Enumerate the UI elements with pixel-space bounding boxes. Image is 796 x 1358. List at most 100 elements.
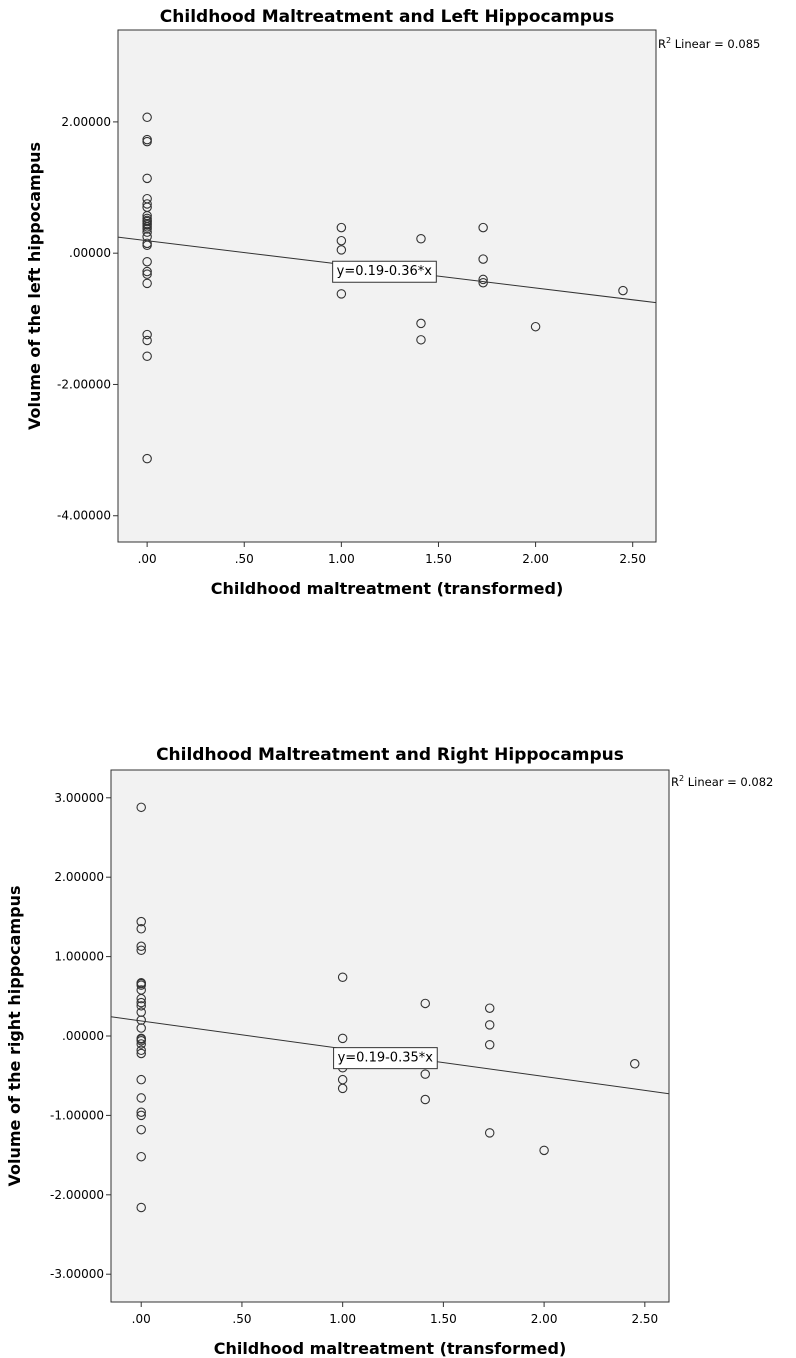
data-point <box>142 335 152 346</box>
data-point <box>142 218 152 229</box>
x-tick-label: 1.50 <box>425 552 452 566</box>
data-point <box>136 1039 146 1049</box>
data-point <box>618 285 628 296</box>
y-tick-label: -3.00000 <box>50 1267 104 1281</box>
data-point <box>136 1202 146 1213</box>
data-point <box>142 351 152 361</box>
data-point <box>478 222 488 233</box>
x-tick-label: .50 <box>235 552 254 566</box>
data-point <box>136 916 146 927</box>
x-tick-label: 1.50 <box>430 1312 457 1326</box>
x-axis-label: Childhood maltreatment (transformed) <box>211 579 564 598</box>
data-point <box>142 224 152 234</box>
x-tick-label: 1.00 <box>328 552 355 566</box>
data-point <box>337 1033 348 1044</box>
y-tick-label: .00000 <box>62 1029 104 1043</box>
data-point <box>416 233 426 244</box>
plot-area <box>117 29 657 543</box>
r2-value: Linear = 0.082 <box>684 775 773 789</box>
data-point <box>142 173 152 184</box>
y-tick-label: 1.00000 <box>54 950 104 964</box>
data-point <box>530 321 541 332</box>
data-point <box>336 222 347 233</box>
data-point <box>136 945 146 955</box>
data-point <box>136 1110 146 1121</box>
x-tick-label: 2.50 <box>631 1312 658 1326</box>
data-point <box>484 1128 495 1138</box>
data-point <box>420 1069 431 1079</box>
r2-value: Linear = 0.085 <box>671 37 760 51</box>
y-tick-label: 3.00000 <box>54 791 104 805</box>
data-point <box>478 254 488 264</box>
data-point <box>136 997 146 1008</box>
chart-title: Childhood Maltreatment and Left Hippocam… <box>160 7 614 27</box>
data-point <box>336 245 347 255</box>
data-point <box>136 1048 146 1059</box>
chart-right-hippocampus: Childhood Maltreatment and Right Hippoca… <box>5 745 773 1358</box>
data-point <box>142 453 152 464</box>
x-tick-label: .00 <box>138 552 157 566</box>
data-point <box>337 972 348 982</box>
equation-box <box>333 1047 438 1070</box>
plot-area <box>110 769 670 1303</box>
r2-label: R2 Linear = 0.085 <box>658 36 760 51</box>
data-point <box>478 277 488 288</box>
y-tick-label: .00000 <box>69 246 111 260</box>
chart-left-hippocampus: Childhood Maltreatment and Left Hippocam… <box>25 7 760 598</box>
data-point <box>142 240 152 251</box>
data-point <box>337 1083 348 1094</box>
y-tick-label: -2.00000 <box>57 377 111 391</box>
x-tick-label: 2.00 <box>522 552 549 566</box>
data-point <box>484 1003 495 1013</box>
data-point <box>136 941 146 952</box>
y-axis-label: Volume of the left hippocampus <box>25 142 44 430</box>
data-point <box>336 235 347 246</box>
data-point <box>136 1034 146 1044</box>
data-point <box>142 136 152 147</box>
data-point <box>136 978 146 989</box>
x-tick-label: .50 <box>232 1312 251 1326</box>
x-tick-label: 2.50 <box>619 552 646 566</box>
data-point <box>142 269 152 279</box>
data-point <box>420 998 431 1009</box>
data-point <box>336 289 347 299</box>
equation-label: y=0.19-0.36*x <box>337 264 433 279</box>
data-point <box>136 924 146 934</box>
r2-letter: R <box>671 775 679 789</box>
data-point <box>136 1093 146 1103</box>
data-point <box>142 278 152 289</box>
data-point <box>539 1145 549 1156</box>
data-point <box>630 1059 640 1069</box>
data-point <box>136 1124 146 1135</box>
data-point <box>136 1045 146 1056</box>
y-tick-label: 2.00000 <box>61 115 111 129</box>
data-point <box>478 274 488 285</box>
y-axis-label: Volume of the right hippocampus <box>5 886 24 1187</box>
data-point <box>136 1001 146 1011</box>
r2-label: R2 Linear = 0.082 <box>671 774 773 789</box>
r2-letter: R <box>658 37 666 51</box>
data-point <box>416 335 426 345</box>
y-tick-label: 2.00000 <box>54 870 104 884</box>
data-point <box>142 112 152 123</box>
r2-superscript: 2 <box>679 774 684 783</box>
data-point <box>484 1039 495 1050</box>
data-point <box>136 985 146 995</box>
data-point <box>484 1020 495 1030</box>
y-tick-label: -1.00000 <box>50 1108 104 1122</box>
r2-superscript: 2 <box>666 36 671 45</box>
x-tick-label: 1.00 <box>329 1312 356 1326</box>
data-point <box>136 802 146 813</box>
data-point <box>136 1074 146 1085</box>
data-point <box>142 266 152 277</box>
data-point <box>136 1107 146 1117</box>
equation-box <box>332 260 437 283</box>
data-point <box>142 199 152 209</box>
chart-title: Childhood Maltreatment and Right Hippoca… <box>156 745 624 765</box>
data-point <box>142 256 152 267</box>
data-point <box>136 1151 146 1162</box>
y-tick-label: -4.00000 <box>57 509 111 523</box>
data-point <box>416 318 426 329</box>
data-point <box>136 1023 146 1033</box>
equation-label: y=0.19-0.35*x <box>338 1051 434 1066</box>
